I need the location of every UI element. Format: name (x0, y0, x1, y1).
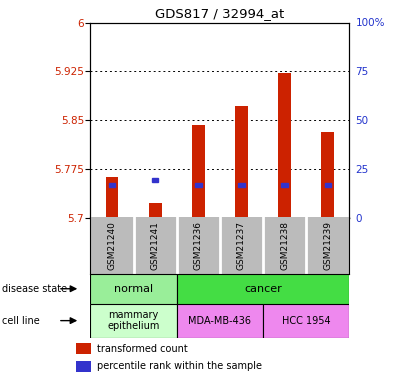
Text: disease state: disease state (2, 284, 67, 294)
Text: GSM21240: GSM21240 (108, 221, 116, 270)
Bar (321, 132, 334, 218)
Bar (177, 304, 263, 338)
Text: cancer: cancer (244, 284, 282, 294)
Text: GSM21237: GSM21237 (237, 221, 246, 270)
Text: HCC 1954: HCC 1954 (282, 316, 330, 326)
Bar (149, 203, 162, 217)
Bar (106, 177, 118, 218)
Text: transformed count: transformed count (97, 344, 188, 354)
Bar (76, 361, 91, 372)
Bar (109, 183, 115, 187)
Bar (195, 183, 201, 187)
Bar (235, 106, 248, 218)
Bar (325, 183, 331, 187)
Text: GSM21238: GSM21238 (280, 221, 289, 270)
Text: GSM21239: GSM21239 (323, 221, 332, 270)
Bar (278, 73, 291, 217)
Text: mammary
epithelium: mammary epithelium (107, 310, 160, 332)
Bar (238, 183, 245, 187)
Text: MDA-MB-436: MDA-MB-436 (188, 316, 252, 326)
Text: cell line: cell line (2, 316, 40, 326)
Bar (152, 178, 158, 182)
Title: GDS817 / 32994_at: GDS817 / 32994_at (155, 7, 284, 20)
Bar (90, 274, 177, 304)
Text: GSM21236: GSM21236 (194, 221, 203, 270)
Text: GSM21241: GSM21241 (151, 221, 159, 270)
Bar (76, 343, 91, 354)
Bar (177, 274, 349, 304)
Text: normal: normal (114, 284, 153, 294)
Bar (263, 304, 349, 338)
Bar (282, 183, 288, 187)
Bar (192, 125, 205, 218)
Bar (90, 304, 177, 338)
Text: percentile rank within the sample: percentile rank within the sample (97, 362, 262, 371)
